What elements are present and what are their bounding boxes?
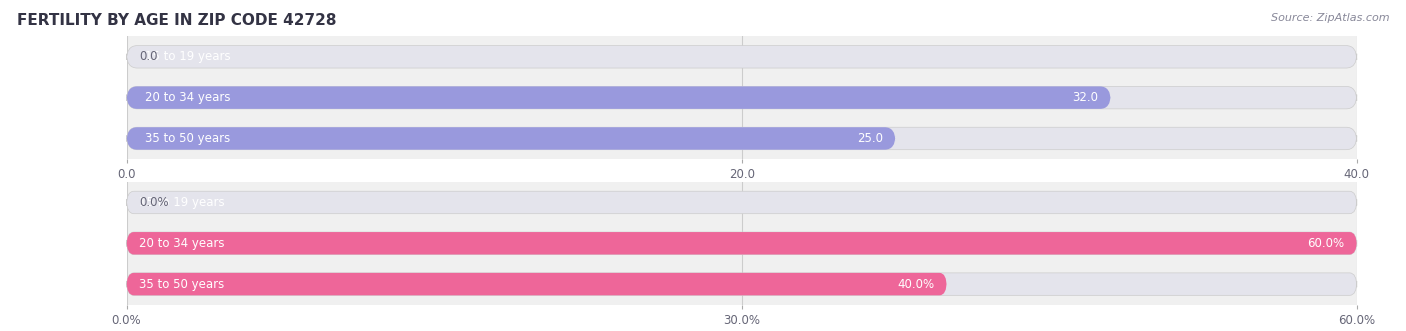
Text: Source: ZipAtlas.com: Source: ZipAtlas.com: [1271, 13, 1389, 23]
Text: 0.0%: 0.0%: [139, 196, 169, 209]
FancyBboxPatch shape: [127, 127, 896, 150]
FancyBboxPatch shape: [127, 273, 946, 295]
Text: 35 to 50 years: 35 to 50 years: [139, 278, 224, 291]
FancyBboxPatch shape: [127, 232, 1357, 255]
Text: 60.0%: 60.0%: [1308, 237, 1344, 250]
Text: 35 to 50 years: 35 to 50 years: [145, 132, 231, 145]
FancyBboxPatch shape: [127, 232, 1357, 255]
Text: 15 to 19 years: 15 to 19 years: [139, 196, 225, 209]
Text: 32.0: 32.0: [1073, 91, 1098, 104]
FancyBboxPatch shape: [127, 273, 1357, 295]
FancyBboxPatch shape: [127, 86, 1357, 109]
Text: FERTILITY BY AGE IN ZIP CODE 42728: FERTILITY BY AGE IN ZIP CODE 42728: [17, 13, 336, 28]
FancyBboxPatch shape: [127, 46, 1357, 68]
Text: 0.0: 0.0: [139, 50, 157, 63]
Text: 40.0%: 40.0%: [897, 278, 935, 291]
Text: 15 to 19 years: 15 to 19 years: [145, 50, 231, 63]
Text: 25.0: 25.0: [858, 132, 883, 145]
FancyBboxPatch shape: [127, 86, 1111, 109]
FancyBboxPatch shape: [127, 127, 1357, 150]
FancyBboxPatch shape: [127, 191, 1357, 214]
Text: 20 to 34 years: 20 to 34 years: [139, 237, 225, 250]
Text: 20 to 34 years: 20 to 34 years: [145, 91, 231, 104]
